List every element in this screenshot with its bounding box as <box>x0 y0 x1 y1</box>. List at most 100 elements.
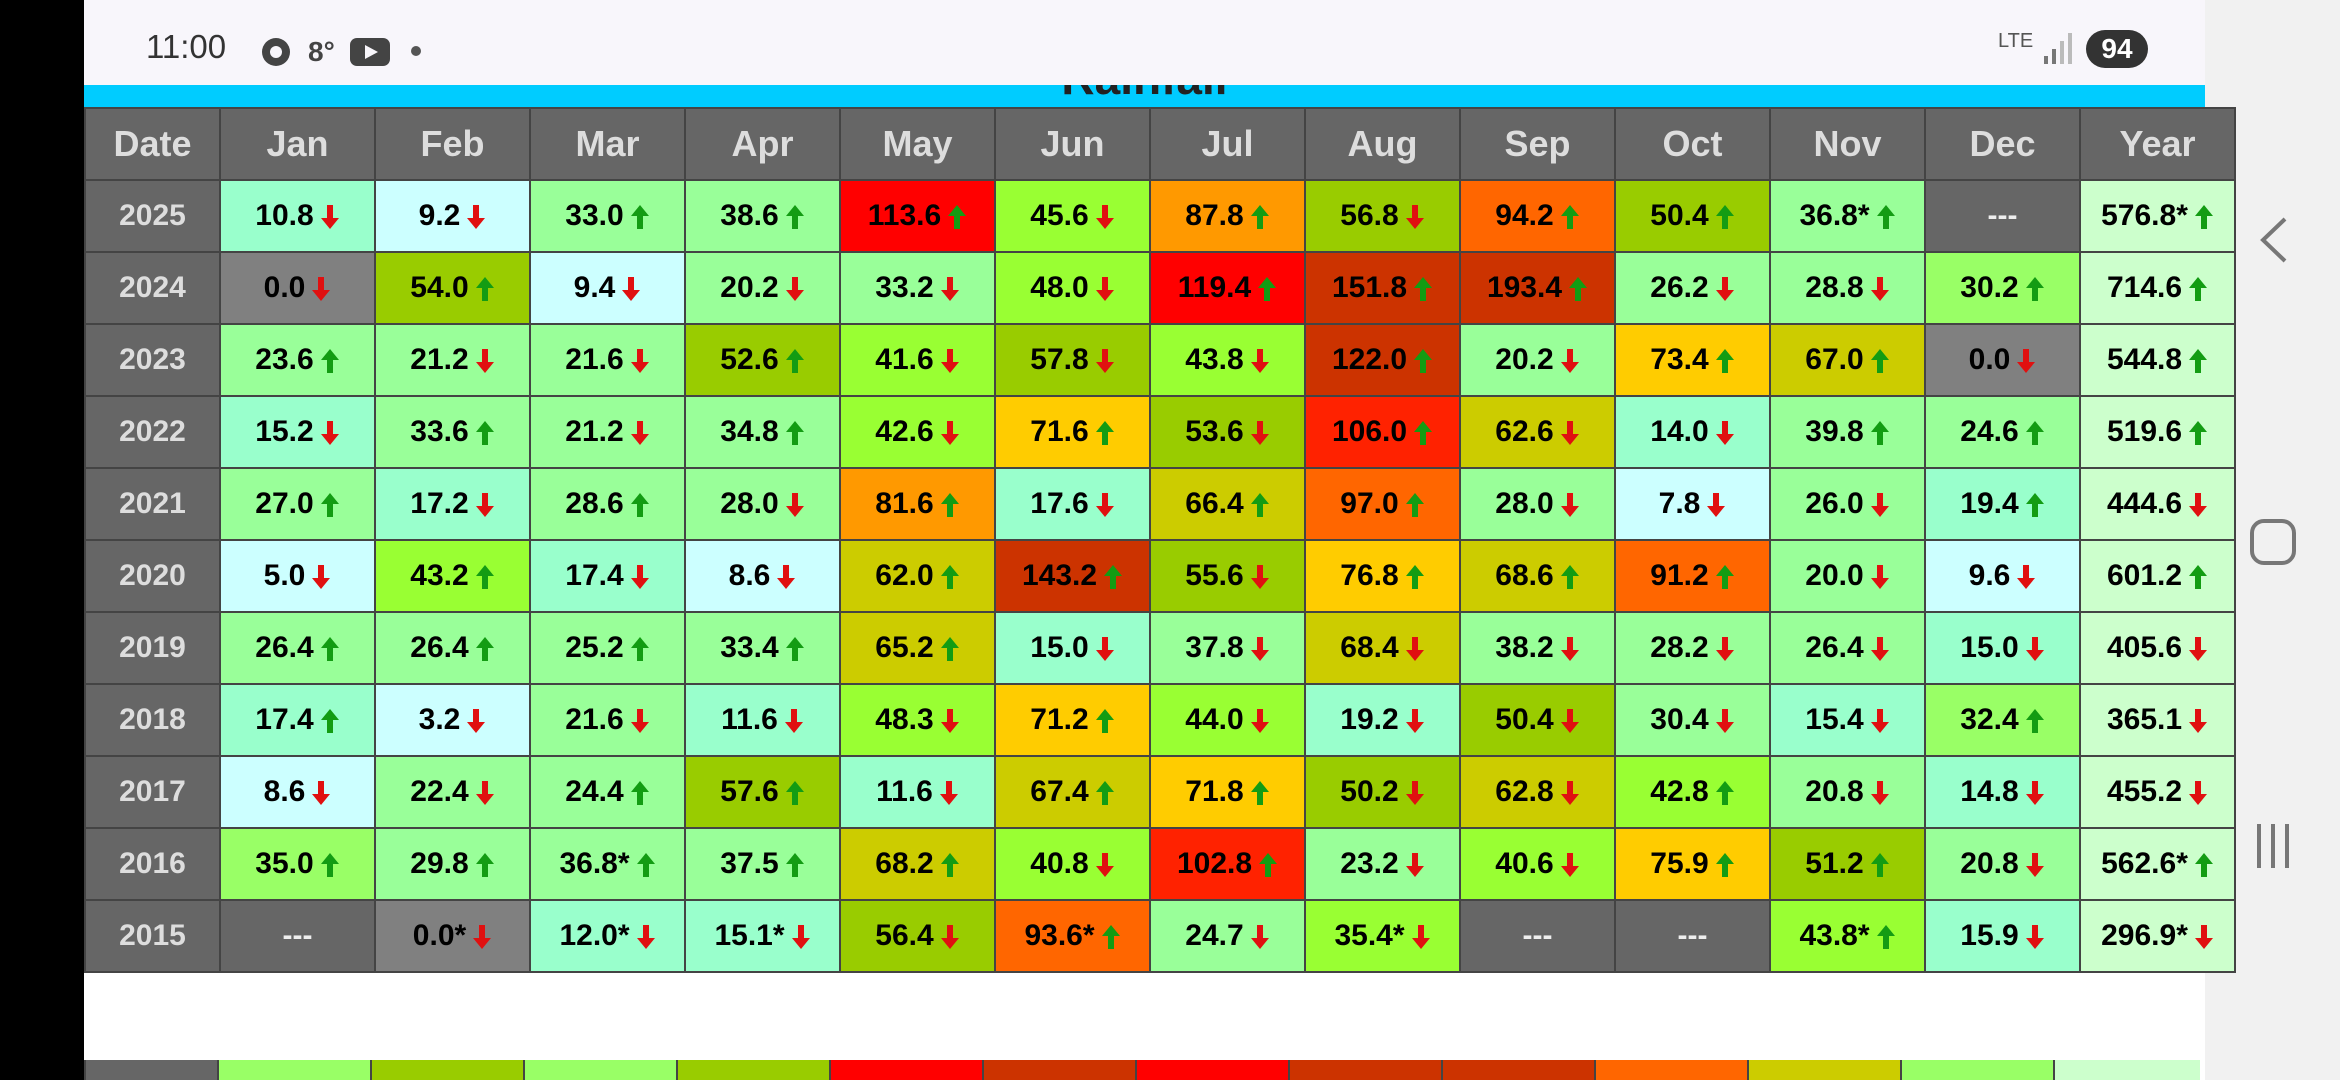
cell-value: 26.4 <box>410 631 469 664</box>
arrow-down <box>1870 637 1889 662</box>
arrow-down <box>1715 421 1734 446</box>
arrow-down <box>1870 565 1889 590</box>
cell-value: 30.2 <box>1960 271 2019 304</box>
cell: 15.0 <box>1924 611 2081 685</box>
arrow-up <box>1414 349 1433 374</box>
arrow-up <box>2025 709 2044 734</box>
arrow-up <box>1870 853 1889 878</box>
cell-value: 122.0 <box>1331 343 1408 376</box>
cell-value: 26.2 <box>1650 271 1709 304</box>
cell: 28.2 <box>1614 611 1771 685</box>
arrow-up <box>2194 205 2213 230</box>
cell: 0.0* <box>374 899 531 973</box>
arrow-down <box>2189 709 2208 734</box>
arrow-up <box>630 493 649 518</box>
cell-value: 71.8 <box>1185 775 1244 808</box>
arrow-up <box>1715 853 1734 878</box>
cell-value: 43.8 <box>1185 343 1244 376</box>
arrow-shape <box>1405 853 1424 878</box>
arrow-shape <box>1560 565 1579 590</box>
cell-value: 19.4 <box>1960 487 2019 520</box>
cell: 26.4 <box>1769 611 1926 685</box>
column-header: Year <box>2079 107 2236 181</box>
row-label: 2015 <box>84 899 221 973</box>
arrow-down <box>630 565 649 590</box>
arrow-shape <box>1259 853 1278 878</box>
arrow-shape <box>1715 277 1734 302</box>
cell-value: 57.8 <box>1030 343 1089 376</box>
arrow-down <box>1715 709 1734 734</box>
arrow-shape <box>948 205 967 230</box>
arrow-shape <box>630 781 649 806</box>
arrow-shape <box>636 925 655 950</box>
youtube-icon <box>350 38 390 66</box>
arrow-shape <box>312 277 331 302</box>
cell: 93.6* <box>994 899 1151 973</box>
arrow-down <box>1405 637 1424 662</box>
cell-value: 33.6 <box>410 415 469 448</box>
arrow-up <box>2025 493 2044 518</box>
arrow-down <box>1560 709 1579 734</box>
arrow-shape <box>1405 205 1424 230</box>
arrow-shape <box>1095 709 1114 734</box>
cell: 50.4 <box>1614 179 1771 253</box>
cell: 10.8 <box>219 179 376 253</box>
arrow-shape <box>1715 637 1734 662</box>
cell: 30.2 <box>1924 251 2081 325</box>
clock: 11:00 <box>146 28 227 65</box>
cell-value: 75.9 <box>1650 847 1709 880</box>
cell-value: 36.8* <box>1799 199 1870 232</box>
table-row: 2024 0.0 54.0 9.4 20.2 33.2 48.0 119.4 151.8 193.… <box>84 251 2236 325</box>
arrow-up <box>1414 421 1433 446</box>
arrow-shape <box>1715 853 1734 878</box>
table-row: 2022 15.2 33.6 21.2 34.8 42.6 71.6 53.6 106.0 62.… <box>84 395 2236 469</box>
cell: 56.8 <box>1304 179 1461 253</box>
cell: 66.4 <box>1149 467 1306 541</box>
cell: 41.6 <box>839 323 996 397</box>
arrow-down <box>467 205 486 230</box>
arrow-shape <box>1411 925 1430 950</box>
arrow-up <box>1250 781 1269 806</box>
cell: 38.6 <box>684 179 841 253</box>
arrow-up <box>1715 565 1734 590</box>
cell-value: 17.2 <box>410 487 469 520</box>
arrow-down <box>2017 565 2036 590</box>
cell-value: 365.1 <box>2106 703 2183 736</box>
arrow-shape <box>630 565 649 590</box>
cell-value: 12.0* <box>559 919 630 952</box>
cell-value: 3.2 <box>418 703 461 736</box>
battery: 94 <box>2086 30 2148 68</box>
arrow-up <box>475 853 494 878</box>
arrow-shape <box>630 349 649 374</box>
cell: 26.2 <box>1614 251 1771 325</box>
cell: 15.1* <box>684 899 841 973</box>
cell: 28.0 <box>684 467 841 541</box>
arrow-up <box>630 205 649 230</box>
cell-value: 41.6 <box>875 343 934 376</box>
cell: 20.2 <box>1459 323 1616 397</box>
arrow-up <box>2189 565 2208 590</box>
arrow-shape <box>1569 277 1588 302</box>
home-button[interactable] <box>2249 518 2297 566</box>
arrow-up <box>2025 277 2044 302</box>
cell: 73.4 <box>1614 323 1771 397</box>
cell-value: 20.2 <box>720 271 779 304</box>
cell-value: 576.8* <box>2101 199 2188 232</box>
cell-value: 113.6 <box>867 199 942 232</box>
arrow-shape <box>475 421 494 446</box>
recents-button[interactable] <box>2253 822 2293 870</box>
arrow-shape <box>1560 637 1579 662</box>
arrow-up <box>1405 493 1424 518</box>
back-button[interactable] <box>2255 215 2291 265</box>
cell-value: 15.1* <box>714 919 785 952</box>
cell-value: 91.2 <box>1650 559 1709 592</box>
cell-value: 29.8 <box>410 847 469 880</box>
cell-value: 76.8 <box>1340 559 1399 592</box>
cell: 8.6 <box>219 755 376 829</box>
cell: 43.8 <box>1149 323 1306 397</box>
cell: 43.8* <box>1769 899 1926 973</box>
arrow-shape <box>1870 781 1889 806</box>
arrow-shape <box>2189 349 2208 374</box>
cell: 56.4 <box>839 899 996 973</box>
arrow-down <box>473 925 492 950</box>
